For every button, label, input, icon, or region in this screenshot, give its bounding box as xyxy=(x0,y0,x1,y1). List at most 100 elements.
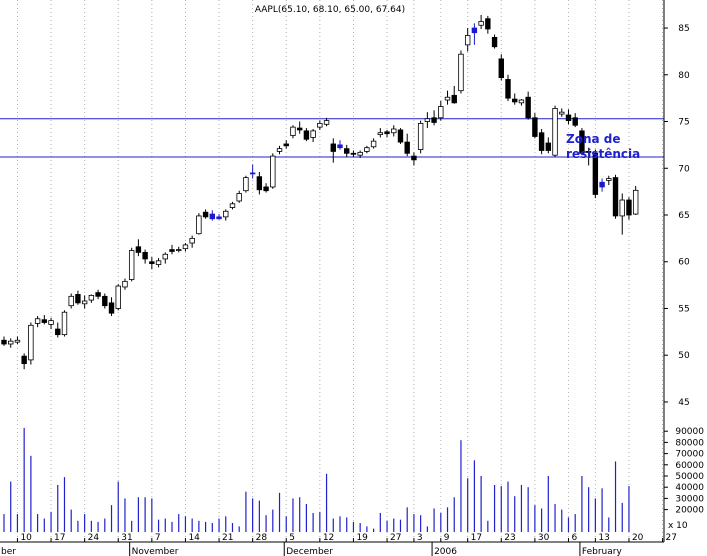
candle-56 xyxy=(377,128,384,138)
chart-axes: AAPL(65.10, 68.10, 65.00, 67.64) x 10 xyxy=(0,0,688,543)
candle-44 xyxy=(296,121,303,134)
candle-88 xyxy=(592,149,599,199)
candle-29 xyxy=(196,213,202,235)
candle-84 xyxy=(565,109,572,125)
candle-22 xyxy=(149,257,155,270)
x-day-label-11: 27 xyxy=(390,533,401,543)
candle-73 xyxy=(491,34,498,49)
candle-52 xyxy=(350,150,357,158)
x-day-label-14: 17 xyxy=(471,533,482,543)
candle-53 xyxy=(357,150,363,158)
candle-13 xyxy=(88,294,95,303)
candle-64 xyxy=(431,110,437,126)
price-tick-label-6: 75 xyxy=(678,118,689,128)
price-tick-label-3: 60 xyxy=(678,258,690,268)
candle-92 xyxy=(619,193,625,235)
candle-68 xyxy=(458,50,464,94)
candle-63 xyxy=(424,112,431,129)
x-day-label-10: 19 xyxy=(356,533,368,543)
candle-25 xyxy=(169,244,175,255)
x-day-label-3: 31 xyxy=(121,533,132,543)
x-day-label-8: 5 xyxy=(289,533,295,543)
candle-54 xyxy=(364,145,370,154)
price-tick-label-7: 80 xyxy=(678,71,690,81)
candle-86 xyxy=(579,128,585,156)
candle-70 xyxy=(471,23,478,45)
candle-16 xyxy=(108,297,115,316)
candle-71 xyxy=(478,14,484,29)
x-day-label-13: 9 xyxy=(444,533,450,543)
candle-27 xyxy=(182,243,189,252)
volume-tick-label-4: 60000 xyxy=(675,461,704,471)
candle-81 xyxy=(545,137,552,154)
volume-tick-label-5: 70000 xyxy=(675,450,704,460)
volume-tick-label-3: 50000 xyxy=(675,472,704,482)
volume-tick-label-7: 90000 xyxy=(675,427,704,437)
x-day-label-1: 17 xyxy=(54,533,65,543)
candle-83 xyxy=(559,108,565,117)
price-axis-ticks: 45 50 55 60 65 70 75 80 85 xyxy=(664,24,690,408)
candle-1 xyxy=(8,338,14,348)
candle-42 xyxy=(283,140,289,149)
candle-19 xyxy=(128,247,135,282)
candle-37 xyxy=(249,164,256,179)
candle-49 xyxy=(330,138,336,163)
candle-4 xyxy=(28,322,34,365)
candle-93 xyxy=(626,197,632,220)
candle-14 xyxy=(95,289,101,300)
x-day-label-12: 3 xyxy=(417,533,423,543)
candle-7 xyxy=(48,317,54,330)
volume-bars xyxy=(3,427,630,532)
candle-74 xyxy=(498,54,504,81)
candle-35 xyxy=(236,190,242,203)
candle-66 xyxy=(444,90,451,105)
candle-67 xyxy=(451,86,457,104)
candle-57 xyxy=(384,129,390,138)
volume-tick-label-6: 80000 xyxy=(675,438,704,448)
price-tick-label-2: 55 xyxy=(678,304,689,314)
volume-tick-label-2: 40000 xyxy=(675,483,704,493)
candle-48 xyxy=(323,117,330,127)
candle-90 xyxy=(606,175,612,186)
candle-5 xyxy=(34,315,41,328)
candle-31 xyxy=(209,210,216,221)
candle-20 xyxy=(135,239,142,257)
candle-32 xyxy=(216,214,222,220)
candle-15 xyxy=(102,293,108,309)
candle-78 xyxy=(525,91,531,120)
candle-39 xyxy=(263,183,269,193)
x-day-label-6: 21 xyxy=(222,533,233,543)
candle-2 xyxy=(14,336,21,344)
candle-10 xyxy=(68,293,74,309)
candle-60 xyxy=(404,133,410,157)
x-day-label-7: 28 xyxy=(256,533,268,543)
candle-47 xyxy=(317,120,323,130)
zone-label-line-1: resistência xyxy=(566,147,640,161)
x-day-label-15: 23 xyxy=(504,533,515,543)
candle-91 xyxy=(612,174,619,219)
price-tick-label-1: 50 xyxy=(678,351,690,361)
candle-62 xyxy=(417,120,424,154)
candle-12 xyxy=(81,295,88,309)
x-day-label-5: 14 xyxy=(188,533,200,543)
candle-50 xyxy=(337,140,343,150)
price-tick-label-8: 85 xyxy=(678,24,689,34)
x-day-label-2: 24 xyxy=(88,533,100,543)
volume-tick-label-1: 30000 xyxy=(675,494,704,504)
candle-26 xyxy=(176,246,182,253)
candle-8 xyxy=(55,322,61,338)
candle-33 xyxy=(223,209,229,221)
price-candles xyxy=(1,14,639,370)
candle-55 xyxy=(370,138,377,149)
x-month-label-3: 2006 xyxy=(434,547,457,556)
chart-title: AAPL(65.10, 68.10, 65.00, 67.64) xyxy=(255,5,405,15)
candle-43 xyxy=(290,125,296,139)
candle-46 xyxy=(310,129,316,143)
candle-17 xyxy=(115,284,121,311)
candle-79 xyxy=(532,113,538,139)
candle-24 xyxy=(162,252,168,264)
price-tick-label-5: 70 xyxy=(678,164,690,174)
candle-80 xyxy=(538,129,545,155)
x-month-label-2: December xyxy=(286,547,333,556)
